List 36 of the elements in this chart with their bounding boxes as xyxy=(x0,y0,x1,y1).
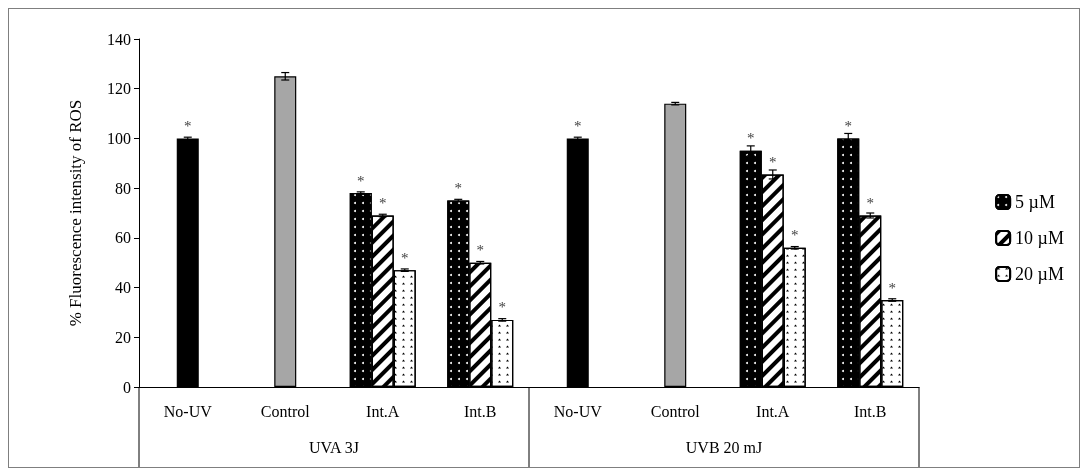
x-tick-label: Int.A xyxy=(366,402,400,420)
data-label: * xyxy=(866,194,874,211)
y-tick-label: 20 xyxy=(115,328,131,346)
y-axis-title: % Fluorescence intensity of ROS xyxy=(66,99,85,327)
text: UVA 3J xyxy=(309,438,359,456)
data-label: * xyxy=(357,172,365,189)
data-label: * xyxy=(498,299,506,316)
x-tick-label: No-UV xyxy=(163,402,213,420)
x-tick-label: No-UV xyxy=(553,402,603,420)
data-label: * xyxy=(844,117,852,134)
x-tick-label: Int.A xyxy=(756,402,790,420)
legend-label: 20 µM xyxy=(1015,264,1065,284)
data-label: * xyxy=(769,153,777,170)
data-label: * xyxy=(888,279,896,296)
x-tick-label: Control xyxy=(650,402,701,420)
x-tick-label: Control xyxy=(260,402,311,420)
data-label: * xyxy=(401,249,409,266)
data-label: * xyxy=(747,130,755,147)
text: UVB 20 mJ xyxy=(685,438,763,456)
x-tick-label: Int.B xyxy=(854,402,887,420)
y-tick-label: 80 xyxy=(115,179,131,197)
data-label: * xyxy=(454,180,462,197)
data-label: * xyxy=(476,242,484,259)
y-tick-label: 0 xyxy=(123,378,131,396)
y-tick-label: 40 xyxy=(115,279,131,297)
y-tick-label: 140 xyxy=(107,30,131,48)
legend-label: 10 µM xyxy=(1015,228,1065,248)
data-label: * xyxy=(574,117,582,134)
y-tick-label: 60 xyxy=(115,229,131,247)
data-label: * xyxy=(379,194,387,211)
y-tick-label: 120 xyxy=(107,80,131,98)
x-tick-label: Int.B xyxy=(464,402,497,420)
legend-label: 5 µM xyxy=(1015,192,1056,212)
data-label: * xyxy=(184,117,192,134)
y-tick-label: 100 xyxy=(107,129,131,147)
data-label: * xyxy=(791,227,799,244)
